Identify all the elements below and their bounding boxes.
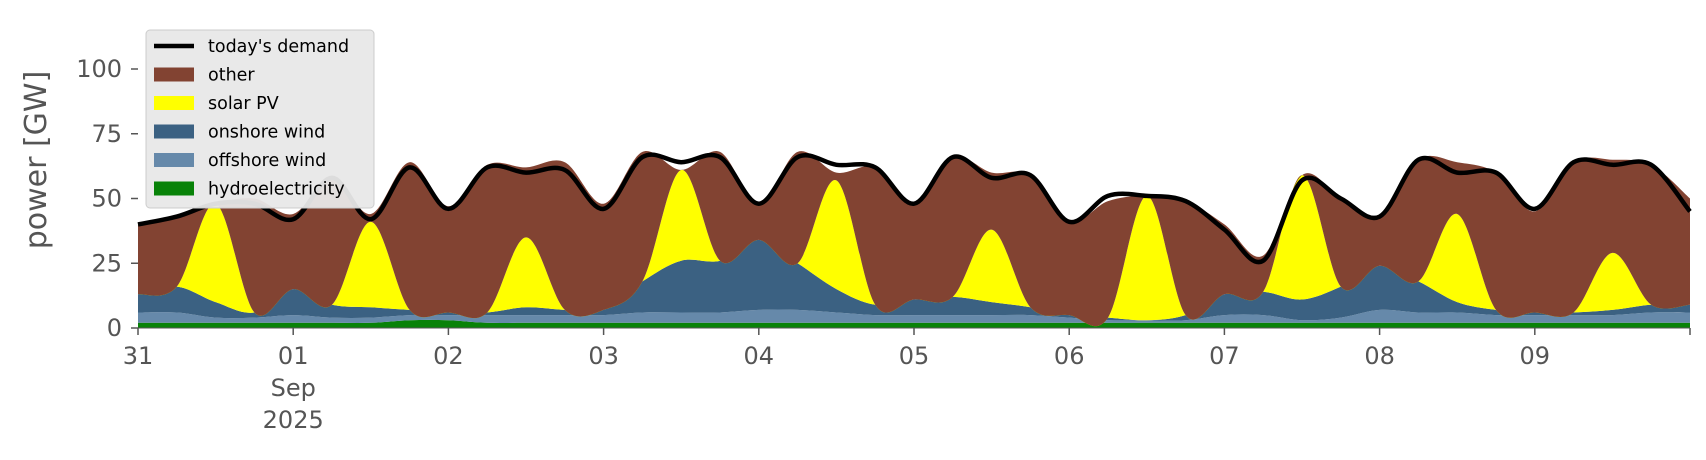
x-tick-label: 03 xyxy=(588,342,619,370)
demand-line-layer xyxy=(137,152,1692,265)
legend-label-onshore-wind: onshore wind xyxy=(208,123,325,143)
line-todays-demand xyxy=(137,152,1692,265)
x-tick-month: Sep xyxy=(271,374,316,402)
y-tick-label: 50 xyxy=(91,185,122,213)
x-tick-label: 31 xyxy=(123,342,154,370)
y-axis: 0 25 50 75 100 xyxy=(76,55,138,342)
legend-label-hydroelectricity: hydroelectricity xyxy=(208,180,345,200)
x-tick-year: 2025 xyxy=(263,406,324,434)
y-tick-label: 25 xyxy=(91,249,122,277)
legend-swatch-onshore-wind xyxy=(154,124,194,139)
x-tick-label: 06 xyxy=(1054,342,1085,370)
legend-swatch-hydroelectricity xyxy=(154,181,194,196)
x-tick-label: 04 xyxy=(744,342,775,370)
area-hydroelectricity xyxy=(138,319,1690,328)
y-tick-label: 75 xyxy=(91,120,122,148)
legend-label-offshore-wind: offshore wind xyxy=(208,151,326,171)
legend-label-today-s-demand: today's demand xyxy=(208,37,349,57)
area-solar-pv xyxy=(138,169,1690,327)
x-tick-label: 01 xyxy=(278,342,309,370)
y-tick-label: 0 xyxy=(107,314,122,342)
area-onshore-wind xyxy=(138,239,1690,321)
x-tick-label: 08 xyxy=(1364,342,1395,370)
legend: today's demand other solar PV onshore wind o… xyxy=(145,29,375,209)
legend-label-other: other xyxy=(208,66,255,86)
legend-swatch-offshore-wind xyxy=(154,153,194,167)
legend-swatch-other xyxy=(154,67,194,82)
area-offshore-wind xyxy=(138,309,1690,324)
legend-label-solar-pv: solar PV xyxy=(208,94,279,114)
stacked-areas xyxy=(138,151,1690,328)
legend-box xyxy=(145,29,375,209)
area-other xyxy=(138,151,1690,327)
y-axis-label: power [GW] xyxy=(19,71,54,250)
x-tick-label: 05 xyxy=(899,342,930,370)
x-tick-label: 07 xyxy=(1209,342,1240,370)
x-axis: 31 01 Sep 2025 02 03 04 05 06 07 08 09 xyxy=(123,327,1691,434)
legend-swatch-solar-pv xyxy=(154,96,194,110)
x-tick-label: 09 xyxy=(1520,342,1551,370)
x-tick-label: 02 xyxy=(433,342,464,370)
y-tick-label: 100 xyxy=(76,55,122,83)
